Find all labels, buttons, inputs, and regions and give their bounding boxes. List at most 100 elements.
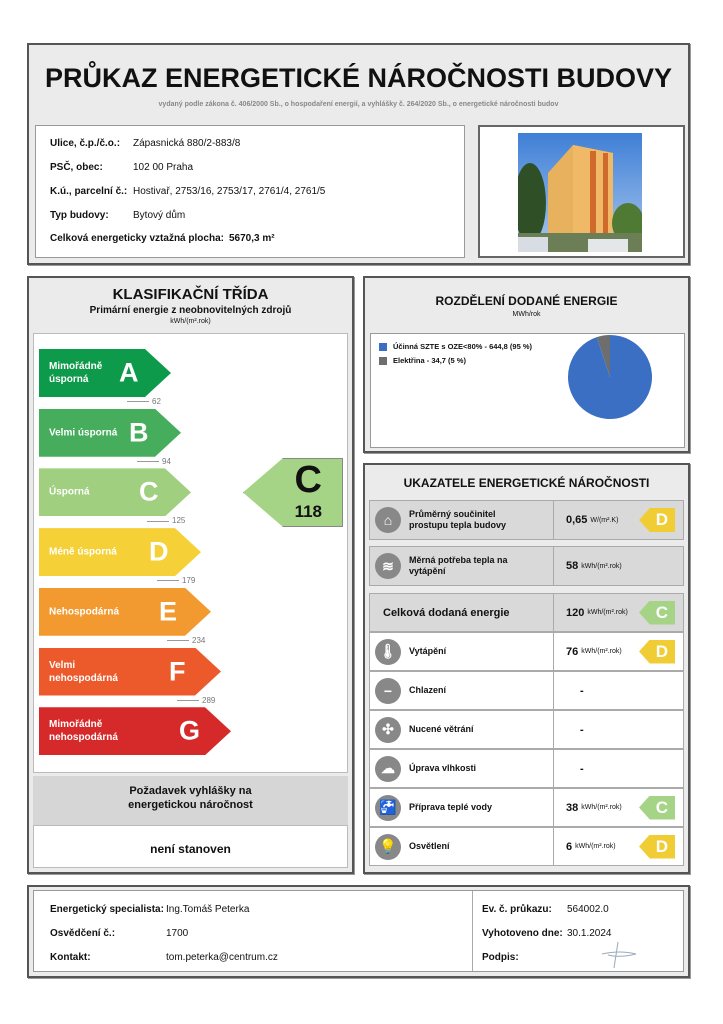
- indicator-row: ✣ Nucené větrání -: [369, 710, 684, 749]
- class-letter: D: [149, 536, 169, 567]
- area-row: Celková energeticky vztažná plocha: 5670…: [50, 233, 275, 244]
- class-threshold: 94: [137, 457, 171, 466]
- signature: [601, 941, 637, 969]
- threshold-value: 125: [172, 516, 186, 526]
- class-letter: F: [169, 656, 186, 686]
- class-bar-a: Mimořádně úsporná A: [39, 349, 171, 397]
- indicator-value: 58: [566, 560, 579, 572]
- indicator-label: Chlazení: [409, 685, 447, 695]
- building-info-row: Ulice, č.p./č.o.: Zápasnická 880/2-883/8: [50, 138, 240, 149]
- indicator-unit: kWh/(m².rok): [575, 843, 616, 850]
- class-badge: D: [639, 508, 675, 532]
- area-label: Celková energeticky vztažná plocha:: [50, 233, 224, 244]
- building-photo: [518, 133, 642, 252]
- pie-slice: [596, 335, 610, 377]
- header-panel: PRŮKAZ ENERGETICKÉ NÁROČNOSTI BUDOVY vyd…: [27, 43, 690, 265]
- class-badge: C: [639, 795, 675, 820]
- class-threshold: 234: [167, 636, 205, 645]
- class-label: Nehospodárná: [49, 606, 120, 618]
- indicator-value: 38: [566, 801, 579, 814]
- footer-box: [33, 890, 684, 972]
- lightbulb-icon: 💡: [375, 833, 401, 860]
- requirement-value-box: není stanoven: [33, 825, 348, 868]
- class-threshold: 289: [177, 696, 215, 705]
- indicator-row: ⌂ Průměrný součinitel prostupu tepla budo…: [369, 500, 684, 540]
- footer-value: 1700: [166, 928, 189, 939]
- class-label: Mimořádně nehospodárná: [49, 719, 118, 744]
- footer-panel: [27, 885, 690, 978]
- requirement-title: Požadavek vyhlášky na energetickou nároč…: [128, 785, 253, 811]
- building-info: Ulice, č.p./č.o.: Zápasnická 880/2-883/8 P…: [35, 125, 465, 258]
- footer-row: Podpis:: [482, 952, 567, 963]
- footer-row: Vyhotoveno dne: 30.1.2024: [482, 928, 612, 939]
- ventilation-fan-icon: ✣: [375, 716, 401, 743]
- class-label: Mimořádně úsporná: [49, 361, 103, 385]
- indicator-row: 🚰 Příprava teplé vody 38 kWh/(m².rok) C: [369, 788, 684, 827]
- pie-slice: [568, 335, 652, 419]
- footer-value: tom.peterka@centrum.cz: [166, 952, 278, 963]
- info-label: Typ budovy:: [50, 210, 109, 221]
- heat-demand-icon: ≋: [375, 553, 401, 579]
- result-class-letter: C: [294, 459, 322, 501]
- legend-item: Elektřina - 34,7 (5 %): [379, 356, 532, 365]
- class-bar-d: Méně úsporná D: [39, 528, 201, 577]
- legend-swatch: [379, 356, 387, 365]
- class-label: Úsporná: [49, 486, 90, 498]
- footer-row: Energetický specialista: Ing.Tomáš Peterk…: [50, 904, 249, 915]
- legend-label: Účinná SZTE s OZE<80% - 644,8 (95 %): [393, 342, 533, 351]
- indicator-value: -: [580, 762, 584, 775]
- indicator-label: Průměrný součinitel prostupu tepla budov…: [409, 509, 507, 530]
- indicator-label: Nucené větrání: [409, 724, 474, 734]
- cooling-icon: −: [375, 677, 401, 704]
- indicator-row: Celková dodaná energie 120 kWh/(m².rok) C: [369, 593, 684, 632]
- class-letter: B: [129, 417, 149, 448]
- page-subtitle: vydaný podle zákona č. 406/2000 Sb., o h…: [158, 101, 559, 108]
- class-badge: C: [639, 600, 675, 625]
- footer-value: 564002.0: [567, 904, 609, 915]
- result-class-value: 118: [294, 502, 322, 521]
- footer-row: Kontakt: tom.peterka@centrum.cz: [50, 952, 278, 963]
- distribution-title: ROZDĚLENÍ DODANÉ ENERGIE: [435, 294, 618, 308]
- indicator-unit: kWh/(m².rok): [581, 562, 622, 570]
- footer-label: Osvědčení č.:: [50, 928, 116, 939]
- distribution-unit: MWh/rok: [512, 311, 541, 318]
- indicator-label: Celková dodaná energie: [383, 606, 510, 619]
- requirement-box: Požadavek vyhlášky na energetickou nároč…: [33, 776, 348, 825]
- requirement-value: není stanoven: [150, 842, 231, 856]
- indicator-value: -: [580, 684, 584, 697]
- indicator-label: Úprava vlhkosti: [409, 763, 477, 773]
- class-bar-g: Mimořádně nehospodárná G: [39, 707, 231, 756]
- classification-title: KLASIFIKAČNÍ TŘÍDA: [112, 286, 269, 303]
- info-label: K.ú., parcelní č.:: [50, 186, 128, 197]
- class-label: Velmi nehospodárná: [49, 659, 118, 684]
- indicator-value: 76: [566, 645, 579, 658]
- indicators-title: UKAZATELE ENERGETICKÉ NÁROČNOSTI: [403, 476, 650, 490]
- threshold-value: 62: [152, 397, 161, 406]
- indicator-row: 🌡 Vytápění 76 kWh/(m².rok) D: [369, 632, 684, 671]
- threshold-value: 289: [202, 695, 216, 705]
- class-bar-c: Úsporná C: [39, 468, 191, 517]
- indicator-row: ≋ Měrná potřeba tepla na vytápění 58 kWh/(m…: [369, 546, 684, 586]
- class-bar-b: Velmi úsporná B: [39, 408, 181, 457]
- threshold-value: 179: [182, 576, 196, 586]
- info-label: Ulice, č.p./č.o.:: [50, 138, 121, 149]
- indicator-unit: W/(m².K): [590, 516, 619, 524]
- indicator-row: ☁ Úprava vlhkosti -: [369, 749, 684, 788]
- indicator-value: 0,65: [566, 514, 588, 526]
- indicator-row: − Chlazení -: [369, 671, 684, 710]
- class-letter: G: [179, 715, 201, 746]
- distribution-panel: ROZDĚLENÍ DODANÉ ENERGIE MWh/rok Účinná …: [363, 276, 690, 453]
- class-badge: D: [639, 639, 675, 664]
- class-letter: E: [159, 596, 178, 627]
- class-label: Velmi úsporná: [49, 427, 118, 439]
- info-label: PSČ, obec:: [50, 162, 103, 173]
- class-letter: A: [119, 357, 139, 388]
- class-threshold: 125: [147, 516, 185, 525]
- info-value: Hostivař, 2753/16, 2753/17, 2761/4, 2761…: [133, 186, 326, 197]
- info-value: Bytový dům: [133, 210, 186, 221]
- footer-value: 30.1.2024: [567, 928, 612, 939]
- indicator-label: Měrná potřeba tepla na vytápění: [409, 555, 508, 576]
- area-value: 5670,3 m²: [228, 233, 275, 244]
- info-value: 102 00 Praha: [133, 162, 194, 173]
- classification-panel: KLASIFIKAČNÍ TŘÍDA Primární energie z ne…: [27, 276, 354, 874]
